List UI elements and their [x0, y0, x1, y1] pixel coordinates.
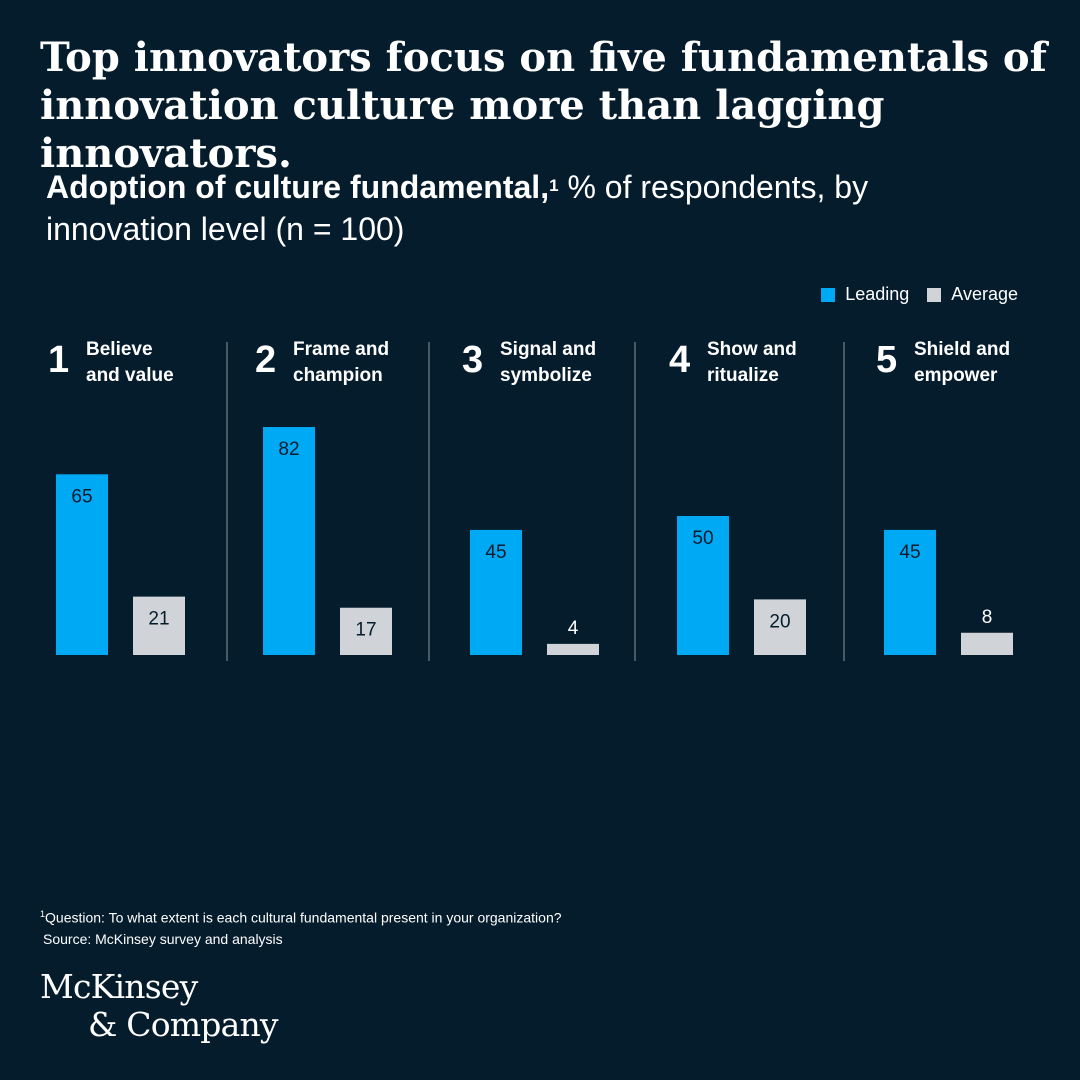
category-label-2-line-1: Frame and: [293, 339, 389, 360]
footnote-mark: 1: [40, 909, 46, 919]
legend-swatch-leading: [821, 287, 836, 302]
subtitle-footnote-mark: 1: [549, 176, 559, 195]
category-number-3: 3: [462, 339, 483, 381]
bar-leading-3: [470, 529, 522, 655]
data-label-average-3: 4: [568, 618, 579, 639]
category-label-4-line-2: ritualize: [707, 365, 779, 386]
data-label-leading-4: 50: [692, 528, 713, 549]
category-number-4: 4: [669, 339, 690, 381]
logo-line-1: McKinsey: [40, 967, 198, 1006]
data-label-average-1: 21: [148, 609, 169, 630]
subtitle-regular: % of respondents, by innovation level (n…: [46, 169, 869, 247]
category-label-5-line-2: empower: [914, 365, 998, 386]
footnote-question-text: Question: To what extent is each cultura…: [45, 909, 562, 926]
legend: Leading Average: [821, 284, 1018, 305]
headline: Top innovators focus on five fundamental…: [40, 34, 1047, 177]
category-number-5: 5: [876, 339, 897, 381]
bar-leading-1: [56, 474, 108, 655]
chart-subtitle: Adoption of culture fundamental,1 % of r…: [46, 166, 946, 250]
footnote-source: Source: McKinsey survey and analysis: [43, 930, 283, 947]
category-label-3-line-2: symbolize: [500, 365, 592, 386]
category-label-5-line-1: Shield and: [914, 339, 1010, 360]
footnotes: 1Question: To what extent is each cultur…: [40, 904, 562, 950]
category-label-1-line-1: Believe: [86, 339, 153, 360]
bar-average-1: [133, 596, 185, 655]
logo-line-2: & Company: [88, 1005, 279, 1044]
data-label-leading-3: 45: [485, 542, 506, 563]
bar-leading-4: [677, 516, 729, 655]
legend-item-average: Average: [927, 284, 1018, 305]
bar-average-3: [547, 643, 599, 655]
category-label-1-line-2: and value: [86, 365, 174, 386]
category-label-4-line-1: Show and: [707, 339, 797, 360]
footnote-question: 1Question: To what extent is each cultur…: [40, 904, 562, 929]
legend-item-leading: Leading: [821, 284, 909, 305]
category-label-2-line-2: champion: [293, 365, 383, 386]
data-label-leading-5: 45: [899, 542, 920, 563]
bar-leading-5: [884, 529, 936, 655]
category-number-1: 1: [48, 339, 69, 381]
data-label-average-4: 20: [769, 611, 790, 632]
legend-label-average: Average: [951, 284, 1018, 304]
mckinsey-logo: McKinsey & Company: [40, 967, 279, 1044]
data-label-average-5: 8: [982, 607, 993, 628]
data-label-leading-1: 65: [71, 486, 92, 507]
bar-average-5: [961, 632, 1013, 655]
bar-average-4: [754, 599, 806, 655]
data-label-average-2: 17: [355, 620, 376, 641]
category-number-2: 2: [255, 339, 276, 381]
legend-swatch-average: [927, 287, 942, 302]
subtitle-bold: Adoption of culture fundamental,: [46, 169, 550, 205]
bar-average-2: [340, 607, 392, 655]
legend-label-leading: Leading: [845, 284, 910, 304]
category-label-3-line-1: Signal and: [500, 339, 596, 360]
bar-chart: 1 Believe and value 65 21 2 Frame and champion 8…: [48, 339, 1013, 661]
bar-leading-2: [263, 427, 315, 655]
data-label-leading-2: 82: [278, 439, 299, 460]
